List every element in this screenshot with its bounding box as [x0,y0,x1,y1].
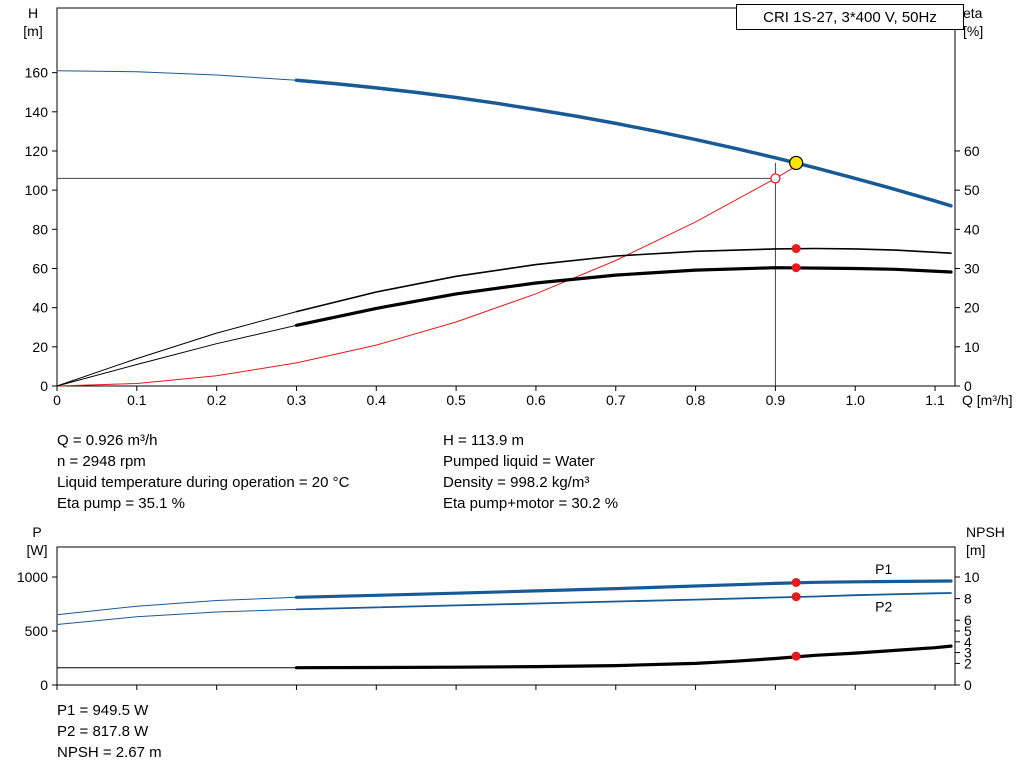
y-left-tick-label: 100 [25,182,49,198]
curve-label-p1: P1 [875,561,892,577]
p2-curve [295,592,952,611]
npsh-curve [294,644,953,670]
info-line-density: Density = 998.2 kg/m³ [443,474,590,491]
info-line-liquid: Pumped liquid = Water [443,453,595,470]
x-tick-label: 0.7 [606,392,626,408]
y-left-tick-label: 40 [32,300,48,316]
y-right-tick-label: 6 [964,612,972,628]
x-tick-label: 0 [53,392,61,408]
info-line-n: n = 2948 rpm [57,453,146,470]
info-line-temp: Liquid temperature during operation = 20… [57,474,350,491]
pump-title: CRI 1S-27, 3*400 V, 50Hz [763,8,937,26]
y-right-tick-label: 0 [964,378,972,394]
info-line-p2: P2 = 817.8 W [57,723,149,740]
y-left-tick-label: 60 [32,260,48,276]
y-right-tick-label: 10 [964,569,980,585]
y-left-tick-label: 80 [32,221,48,237]
curve-label-p2: P2 [875,598,892,614]
x-tick-label: 0.4 [367,392,387,408]
p1-curve [294,579,953,599]
x-tick-label: 0.9 [766,392,786,408]
y-right-tick-label: 4 [964,634,972,650]
pump-title-box: CRI 1S-27, 3*400 V, 50Hz [736,4,964,30]
y-right-tick-label: 20 [964,300,980,316]
y-left-axis-label: P [32,524,41,540]
y-right-tick-label: 10 [964,339,980,355]
y-left-axis-label: [W] [27,542,48,558]
y-right-axis-label: eta [963,5,983,21]
system-curve [56,163,800,387]
y-right-axis-label: [m] [966,542,985,558]
duty-info-left-column: Q = 0.926 m³/h n = 2948 rpm Liquid tempe… [57,430,349,514]
power-info-column: P1 = 949.5 W P2 = 817.8 W NPSH = 2.67 m [57,700,162,763]
x-tick-label: 0.6 [526,392,546,408]
eta-pump-motor-low-flow [56,324,297,387]
y-left-tick-label: 500 [25,623,49,639]
x-tick-label: 0.1 [127,392,147,408]
hq-eta-chart: 0 0.1 0.2 0.3 0.4 0.5 0.6 0.7 0.8 0.9 1.0 1.1 0 20 40 6… [23,5,1012,408]
y-left-axis-label: H [28,5,38,21]
eta-pump-curve [295,247,952,313]
eta-pump-point [791,244,801,254]
y-left-tick-label: 20 [32,339,48,355]
x-tick-label: 0.8 [686,392,706,408]
y-right-tick-label: 5 [964,623,972,639]
power-npsh-chart-frame [56,546,956,686]
y-right-tick-label: 50 [964,182,980,198]
p2-point [791,592,801,602]
y-right-tick-label: 60 [964,143,980,159]
y-right-tick-label: 0 [964,677,972,693]
info-line-p1: P1 = 949.5 W [57,702,149,719]
x-axis-label: Q [m³/h] [962,392,1013,408]
y-right-axis-label: [%] [963,23,983,39]
p1-point [791,577,801,587]
y-left-tick-label: 140 [25,104,49,120]
info-line-q: Q = 0.926 m³/h [57,432,158,449]
x-tick-label: 0.3 [287,392,307,408]
duty-point [789,155,804,171]
x-tick-label: 0.2 [207,392,227,408]
pump-curve-low-flow [56,70,297,81]
info-line-eta-total: Eta pump+motor = 30.2 % [443,495,619,512]
hq-eta-chart-frame [56,7,956,387]
y-left-tick-label: 160 [25,65,49,81]
requested-duty-point [770,173,781,184]
y-right-tick-label: 40 [964,221,980,237]
x-tick-label: 1.1 [925,392,945,408]
y-right-tick-label: 3 [964,645,972,661]
eta-pump-low-flow [56,311,297,387]
pump-curve [294,78,953,208]
info-line-eta-pump: Eta pump = 35.1 % [57,495,185,512]
y-right-tick-label: 8 [964,591,972,607]
duty-info-right-column: H = 113.9 m Pumped liquid = Water Densit… [443,430,618,514]
y-left-axis-label: [m] [23,23,42,39]
info-line-h: H = 113.9 m [443,432,525,449]
p2-low-flow [56,608,297,625]
eta-pump-motor-curve [294,266,953,327]
y-left-tick-label: 120 [25,143,49,159]
eta-pump-motor-point [791,263,801,273]
p1-low-flow [56,596,297,616]
y-right-tick-label: 30 [964,260,980,276]
y-left-tick-label: 0 [40,677,48,693]
x-tick-label: 1.0 [845,392,865,408]
y-left-tick-label: 0 [40,378,48,394]
y-right-axis-label: NPSH [966,524,1005,540]
info-line-npsh: NPSH = 2.67 m [57,744,162,761]
y-right-tick-label: 2 [964,655,972,671]
npsh-point [791,651,801,661]
y-left-tick-label: 1000 [17,569,48,585]
x-tick-label: 0.5 [446,392,466,408]
